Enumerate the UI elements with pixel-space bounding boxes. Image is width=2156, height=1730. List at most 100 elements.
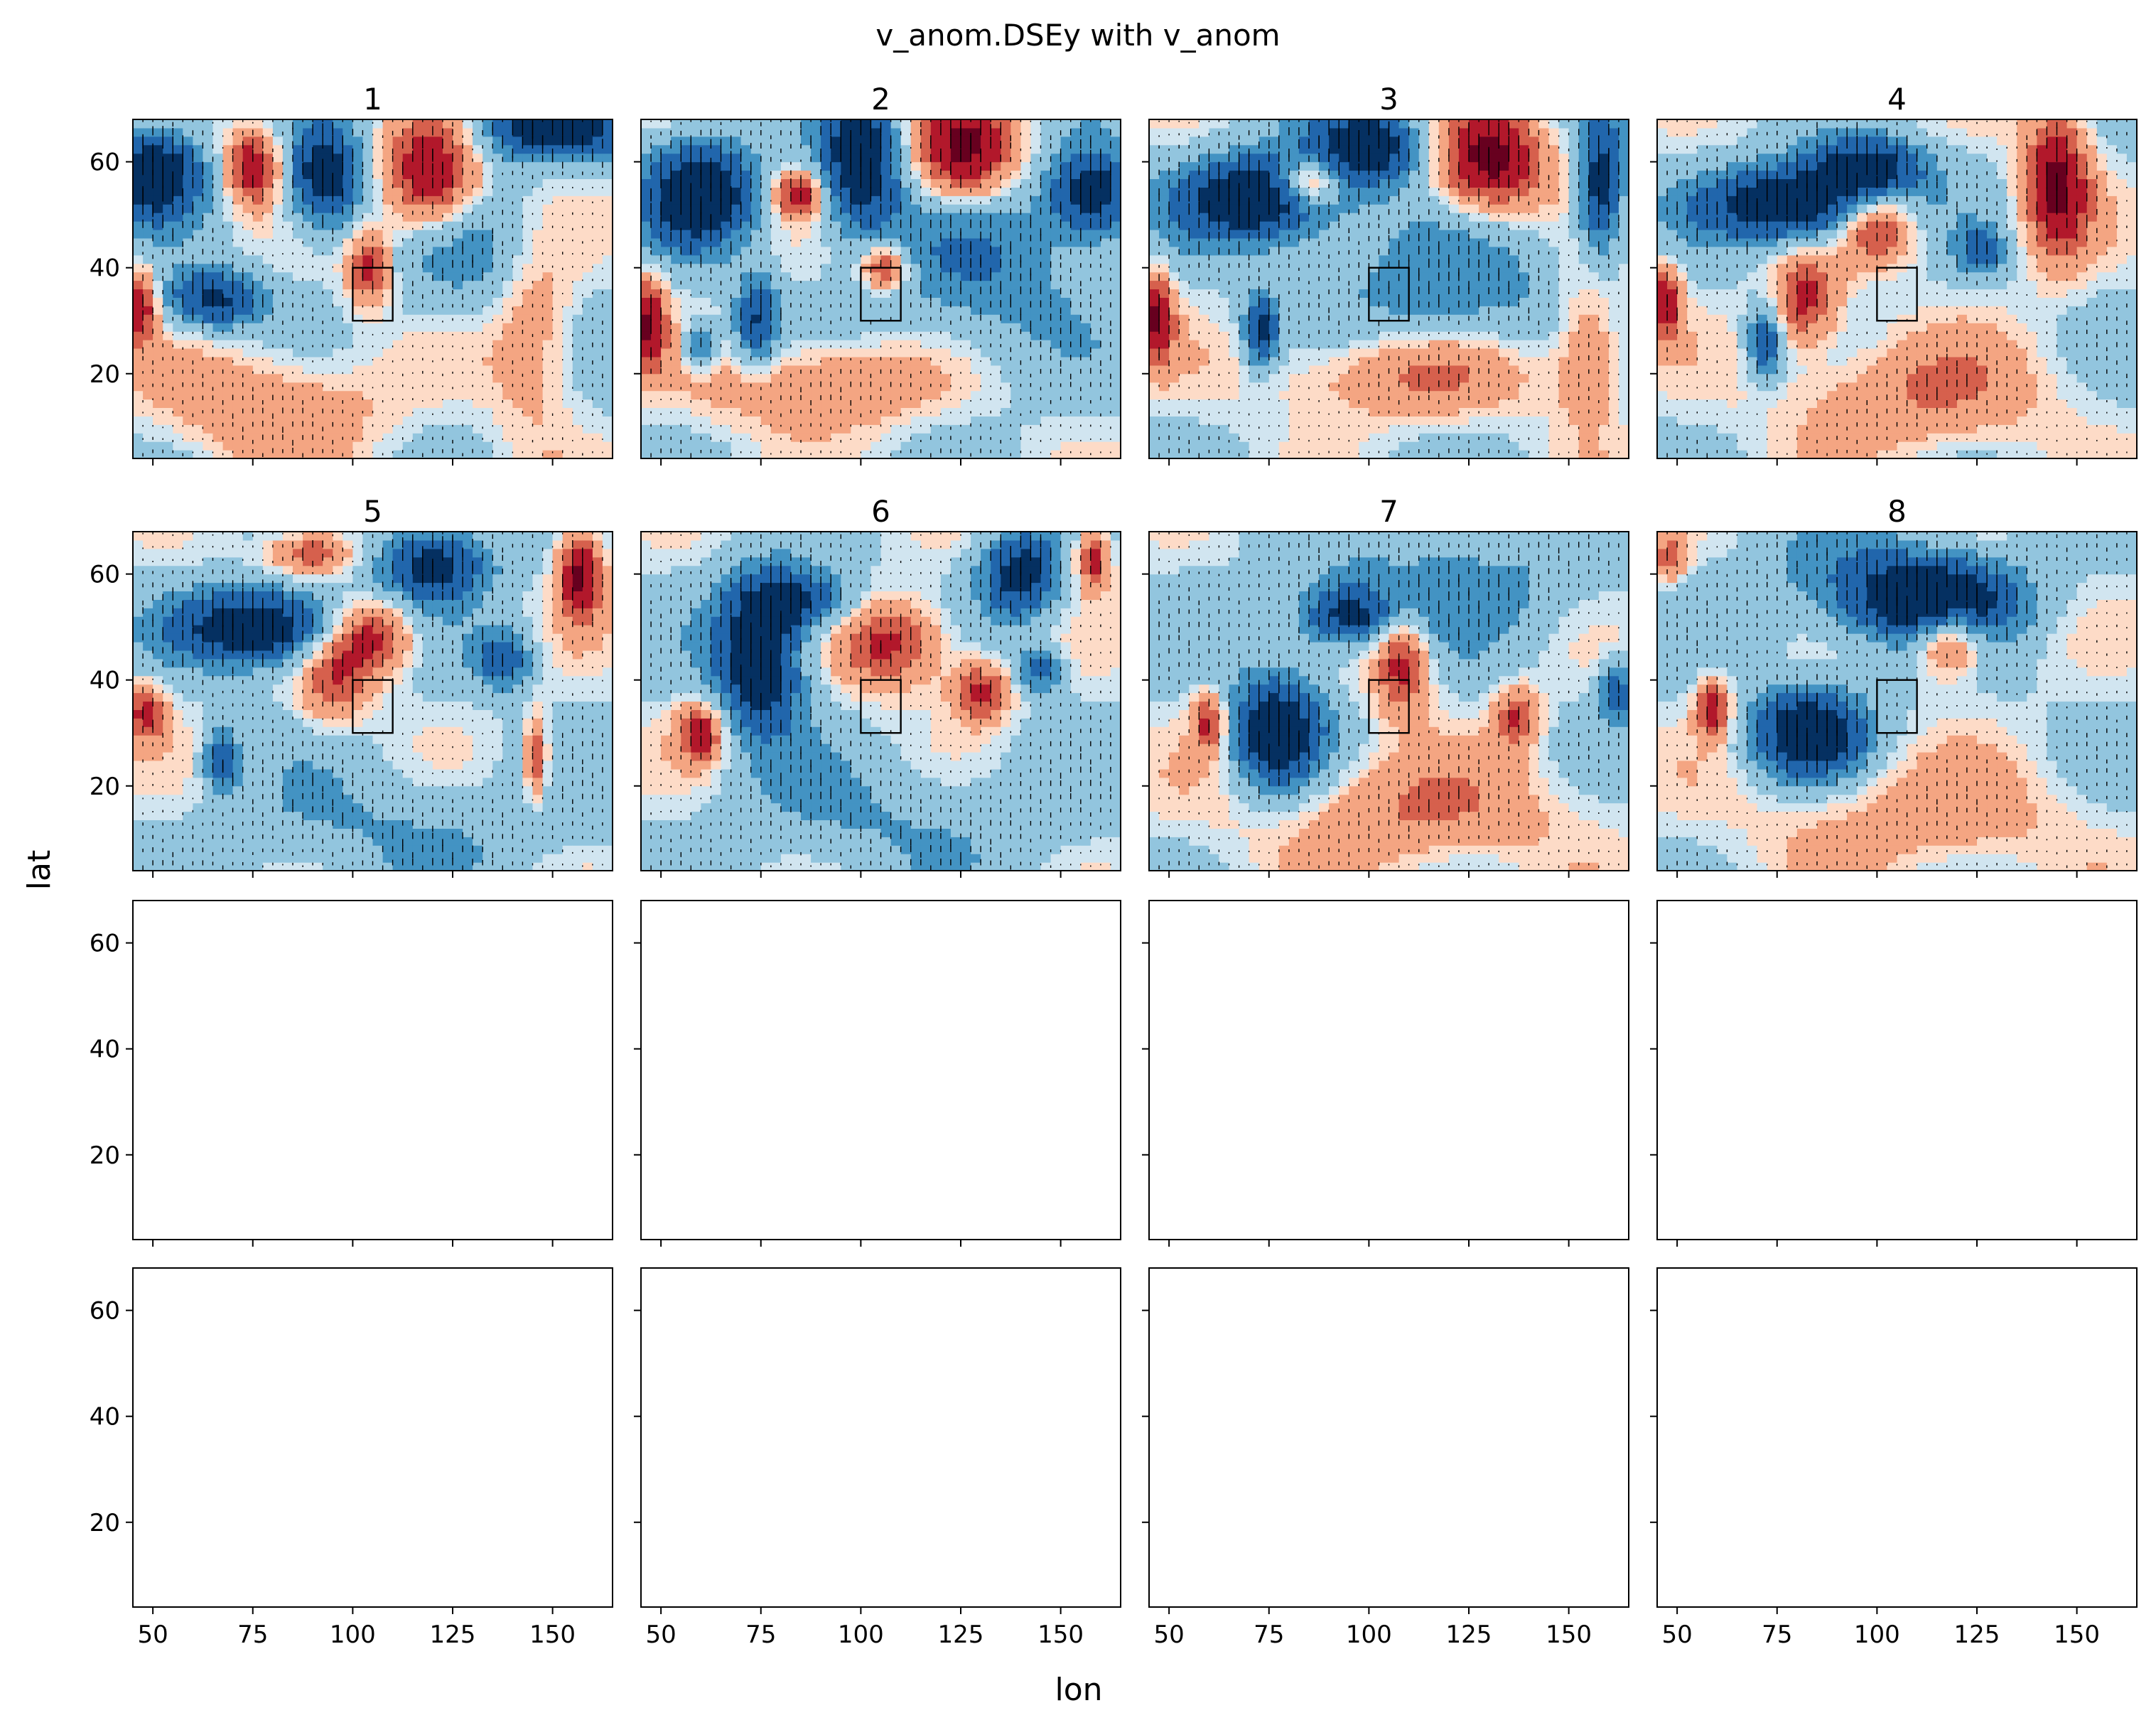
contour-cell [681,382,691,392]
contour-cell [133,263,144,273]
contour-cell [542,213,554,222]
contour-cell [831,433,841,442]
contour-cell [483,153,493,163]
contour-cell [402,373,414,383]
contour-cell [971,382,981,392]
contour-cell [512,348,524,358]
contour-cell [1030,390,1042,400]
contour-cell [412,399,424,408]
contour-cell [641,230,652,239]
contour-cell [950,204,961,213]
contour-cell [392,306,404,315]
contour-cell [183,119,193,129]
contour-cell [323,246,333,256]
contour-cell [1040,416,1052,425]
contour-cell [750,187,762,196]
contour-cell [222,365,234,375]
contour-cell [851,373,861,383]
contour-cell [961,365,971,375]
contour-cell [272,254,284,264]
contour-cell [163,297,173,306]
contour-cell [1040,161,1052,171]
contour-cell [1010,119,1021,129]
contour-cell [303,373,313,383]
contour-cell [323,365,333,375]
contour-cell [313,254,323,264]
contour-cell [382,433,394,442]
contour-cell [153,424,163,434]
contour-cell [313,153,323,163]
contour-cell [651,254,662,264]
contour-cell [592,314,603,323]
contour-cell [940,356,952,366]
contour-cell [1010,246,1021,256]
contour-cell [163,407,173,417]
contour-cell [890,340,902,349]
contour-cell [163,450,173,458]
contour-cell [203,272,214,281]
contour-cell [770,314,782,323]
contour-cell [991,119,1001,129]
contour-cell [432,450,443,458]
contour-cell [981,424,991,434]
contour-cell [133,348,144,358]
contour-cell [1090,178,1101,188]
contour-cell [242,348,254,358]
contour-cell [1060,314,1072,323]
contour-cell [532,450,544,458]
contour-cell [492,230,503,239]
contour-cell [333,289,343,298]
contour-cell [282,424,293,434]
contour-cell [272,221,284,230]
contour-cell [163,314,173,323]
contour-cell [740,323,752,332]
contour-cell [641,433,652,442]
contour-cell [333,450,343,458]
contour-cell [392,450,404,458]
contour-cell [1050,153,1062,163]
contour-cell [262,407,274,417]
contour-cell [811,382,821,392]
contour-cell [1090,390,1101,400]
contour-cell [930,407,942,417]
contour-cell [173,399,183,408]
contour-cell [1080,399,1092,408]
contour-cell [293,119,303,129]
contour-cell [940,136,952,146]
contour-cell [592,331,603,340]
contour-cell [203,254,214,264]
contour-cell [711,153,722,163]
contour-cell [193,136,204,146]
contour-cell [950,306,961,315]
contour-cell [991,144,1001,154]
contour-cell [133,314,144,323]
contour-cell [432,170,443,179]
contour-cell [592,416,603,425]
contour-cell [442,221,453,230]
contour-cell [841,153,851,163]
contour-cell [362,390,374,400]
contour-cell [133,424,144,434]
contour-cell [372,213,384,222]
contour-cell [681,424,691,434]
contour-cell [981,441,991,451]
contour-cell [362,416,374,425]
contour-cell [841,178,851,188]
contour-cell [453,195,463,205]
contour-cell [333,306,343,315]
contour-cell [422,289,433,298]
contour-cell [1030,382,1042,392]
contour-cell [323,204,333,213]
contour-cell [582,348,593,358]
contour-cell [890,450,902,458]
contour-cell [532,178,544,188]
contour-cell [242,416,254,425]
contour-cell [143,230,153,239]
contour-cell [133,187,144,196]
contour-cell [522,433,534,442]
contour-cell [303,331,313,340]
contour-cell [661,119,672,129]
contour-cell [303,119,313,129]
contour-cell [512,356,524,366]
